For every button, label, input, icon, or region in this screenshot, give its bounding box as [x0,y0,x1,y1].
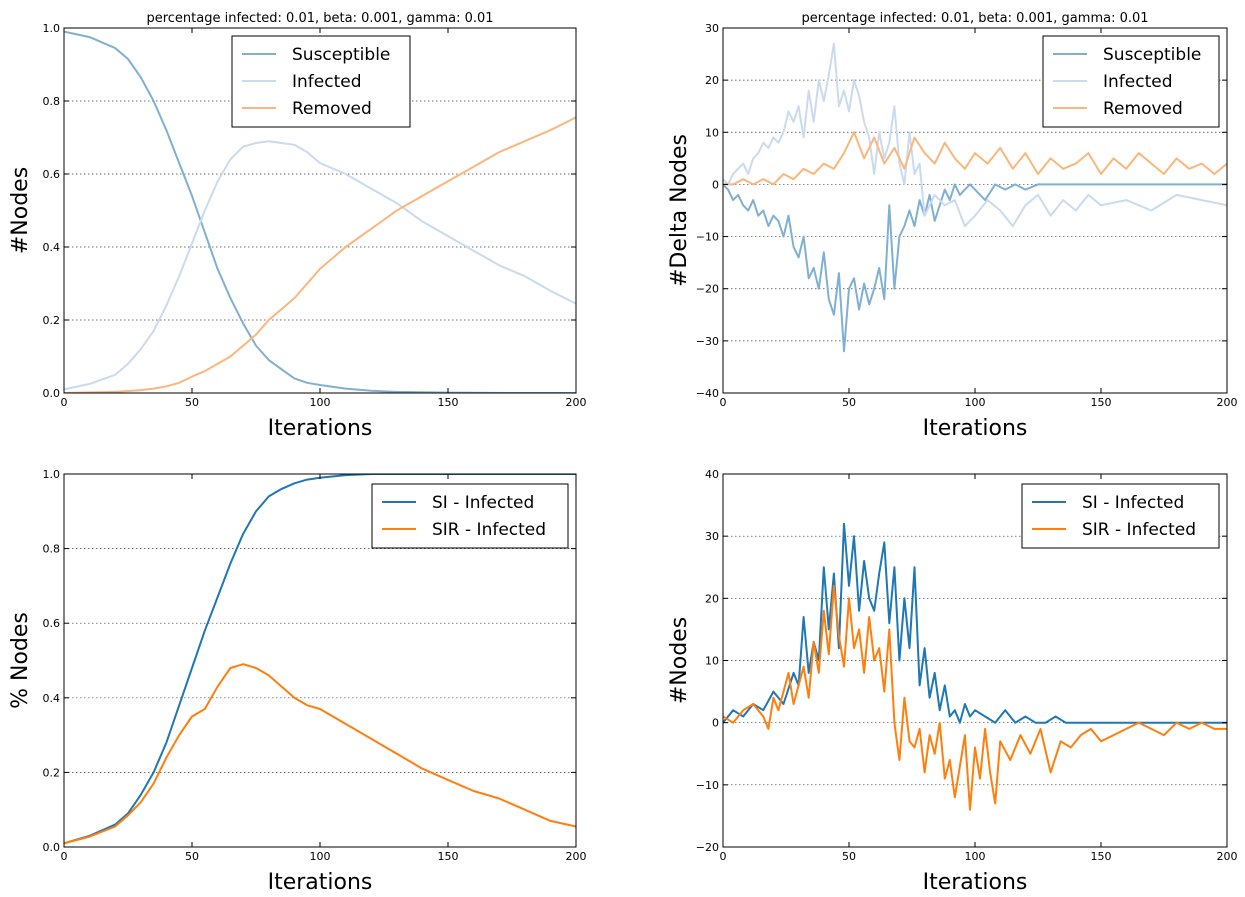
y-tick-label: 1.0 [43,22,61,35]
x-tick-label: 100 [310,396,331,409]
x-axis-title: Iterations [268,416,373,441]
series-group [723,42,1227,353]
series-line-removed [723,131,1227,186]
series-line-susceptible [64,30,576,393]
series-group [64,474,576,845]
y-tick-label: 0.6 [43,617,61,630]
x-tick-label: 0 [61,850,68,863]
chart-2: 0 50 100 150 200 −40 −30 −20 −10 0 10 20 30 Iteration… [667,11,1238,441]
x-tick-label: 100 [965,396,986,409]
y-tick-label: 0.4 [43,241,61,254]
series-line-infected [723,42,1227,228]
x-tick-label: 200 [1217,850,1238,863]
chart-1: 0 50 100 150 200 0.0 0.2 0.4 0.6 0.8 1.0 Iterations… [8,11,587,441]
x-tick-label: 100 [965,850,986,863]
legend: Susceptible Infected Removed [1042,35,1220,128]
legend-label: Infected [1103,72,1173,92]
legend-label: Susceptible [292,45,390,65]
x-tick-label: 150 [1091,850,1112,863]
series-line-susceptible [723,183,1227,353]
x-tick-label: 50 [842,850,856,863]
y-tick-label: 20 [705,592,719,605]
y-tick-label: 10 [705,126,719,139]
legend-label: SI - Infected [1082,493,1184,513]
y-tick-label: −40 [696,387,719,400]
y-tick-label: 0 [712,178,719,191]
y-tick-label: 20 [705,74,719,87]
y-axis-title: #Delta Nodes [667,134,692,287]
legend-label: SIR - Infected [432,520,546,540]
x-tick-label: 150 [438,850,459,863]
chart-4: 0 50 100 150 200 −20 −10 0 10 20 30 40 Iterations #No… [667,468,1238,895]
y-tick-label: 0.2 [43,314,61,327]
chart-title: percentage infected: 0.01, beta: 0.001, … [801,11,1148,26]
y-tick-label: −20 [696,841,719,854]
series-line-si-infected [64,474,576,845]
y-tick-label: 30 [705,22,719,35]
x-tick-label: 100 [310,850,331,863]
x-axis-title: Iterations [923,416,1028,441]
x-tick-label: 200 [1217,396,1238,409]
x-tick-label: 0 [720,396,727,409]
x-tick-label: 200 [566,396,587,409]
y-tick-label: 0.6 [43,168,61,181]
y-axis-title: #Nodes [667,617,692,704]
y-tick-label: 30 [705,530,719,543]
y-tick-label: 0.8 [43,95,61,108]
chart-3: 0 50 100 150 200 0.0 0.2 0.4 0.6 0.8 1.0 Iterations… [8,468,587,895]
legend-label: Infected [292,72,362,92]
legend-label: Removed [1103,99,1183,119]
legend-box [371,483,569,549]
series-line-sir-infected [64,663,576,845]
x-tick-label: 150 [438,396,459,409]
y-tick-label: −20 [696,283,719,296]
y-tick-label: 0 [712,717,719,730]
y-axis-title: #Nodes [8,167,33,254]
y-tick-label: −30 [696,335,719,348]
y-tick-label: 0.0 [43,841,61,854]
legend: Susceptible Infected Removed [231,35,411,128]
x-tick-label: 50 [842,396,856,409]
x-tick-label: 0 [720,850,727,863]
x-tick-label: 50 [185,850,199,863]
y-tick-label: 0.2 [43,766,61,779]
x-tick-label: 50 [185,396,199,409]
legend-box [1021,483,1220,549]
y-tick-label: 0.8 [43,543,61,556]
x-tick-label: 0 [61,396,68,409]
y-tick-label: −10 [696,231,719,244]
x-tick-label: 200 [566,850,587,863]
series-line-infected [64,140,576,391]
legend: SI - Infected SIR - Infected [371,483,569,549]
y-tick-label: −10 [696,779,719,792]
series-line-removed [64,116,576,393]
y-tick-label: 0.0 [43,387,61,400]
x-axis-title: Iterations [268,870,373,893]
legend-label: SI - Infected [432,493,534,513]
chart-title: percentage infected: 0.01, beta: 0.001, … [146,11,493,26]
x-tick-label: 150 [1091,396,1112,409]
y-tick-label: 10 [705,655,719,668]
y-tick-label: 1.0 [43,468,61,481]
y-tick-label: 0.4 [43,692,61,705]
legend: SI - Infected SIR - Infected [1021,483,1220,549]
series-group [723,522,1227,811]
series-line-sir-infected [723,584,1227,811]
legend-label: SIR - Infected [1082,520,1196,540]
x-axis-title: Iterations [923,870,1028,893]
series-group [64,30,576,393]
legend-label: Susceptible [1103,45,1201,65]
y-axis-title: % Nodes [8,612,33,709]
legend-label: Removed [292,99,372,119]
y-tick-label: 40 [705,468,719,481]
series-line-si-infected [723,522,1227,724]
